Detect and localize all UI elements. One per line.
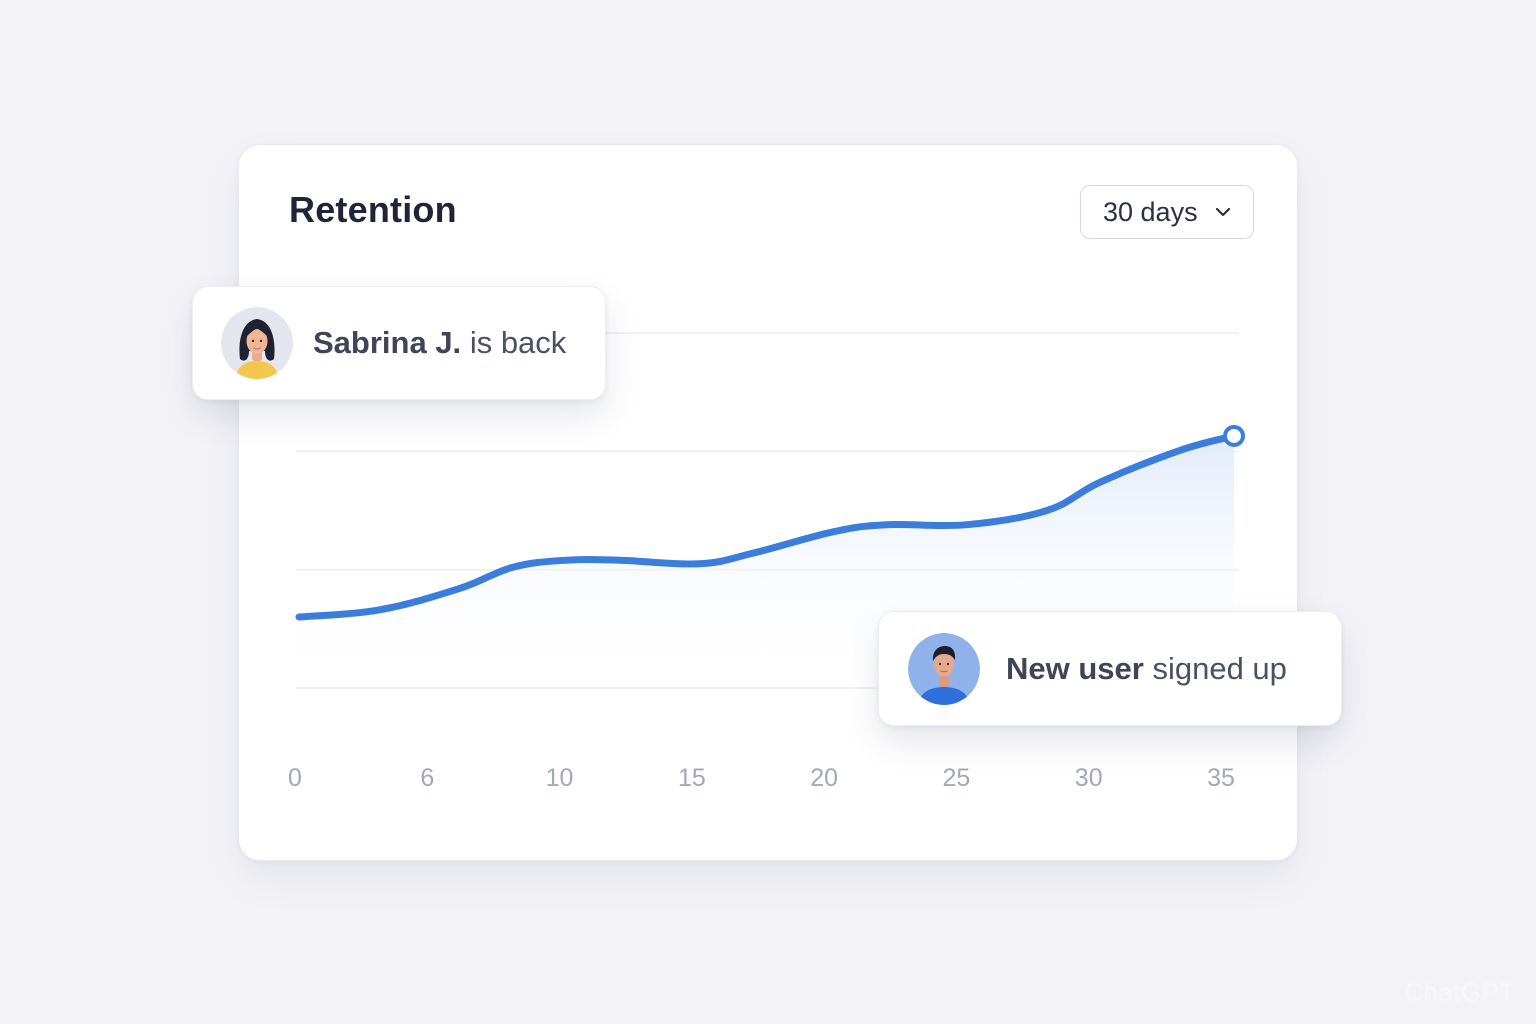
x-tick-label: 10 — [546, 764, 574, 792]
notification-message: New user signed up — [1006, 651, 1287, 687]
notification-subject: New user — [1006, 650, 1144, 686]
x-tick-label: 6 — [420, 764, 434, 792]
notification-message: Sabrina J. is back — [313, 325, 566, 361]
x-tick-label: 0 — [288, 764, 302, 792]
x-tick-label: 20 — [810, 764, 838, 792]
x-tick-label: 25 — [943, 764, 971, 792]
watermark: ChatGPT — [1404, 977, 1516, 1007]
card-title: Retention — [289, 189, 457, 230]
woman-avatar — [221, 307, 293, 379]
notification-action: signed up — [1152, 650, 1287, 686]
man-avatar — [908, 632, 980, 705]
range-select[interactable]: 30 days — [1080, 185, 1254, 239]
notification-toast-new-signup[interactable]: New user signed up — [878, 611, 1342, 726]
retention-chart: 0 6 10 15 20 25 30 35 — [288, 332, 1245, 792]
x-tick-label: 15 — [678, 764, 706, 792]
retention-card: Retention 30 days 0 6 10 15 20 25 30 35 — [238, 144, 1298, 861]
chevron-down-icon — [1215, 207, 1231, 217]
x-tick-label: 30 — [1075, 764, 1103, 792]
notification-action: is back — [469, 325, 567, 360]
notification-subject: Sabrina J. — [313, 325, 462, 360]
x-tick-label: 35 — [1207, 764, 1235, 792]
retention-line — [295, 432, 1238, 621]
range-select-value: 30 days — [1103, 196, 1198, 227]
line-end-marker[interactable] — [1223, 424, 1245, 447]
notification-toast-returning-user[interactable]: Sabrina J. is back — [192, 286, 606, 400]
